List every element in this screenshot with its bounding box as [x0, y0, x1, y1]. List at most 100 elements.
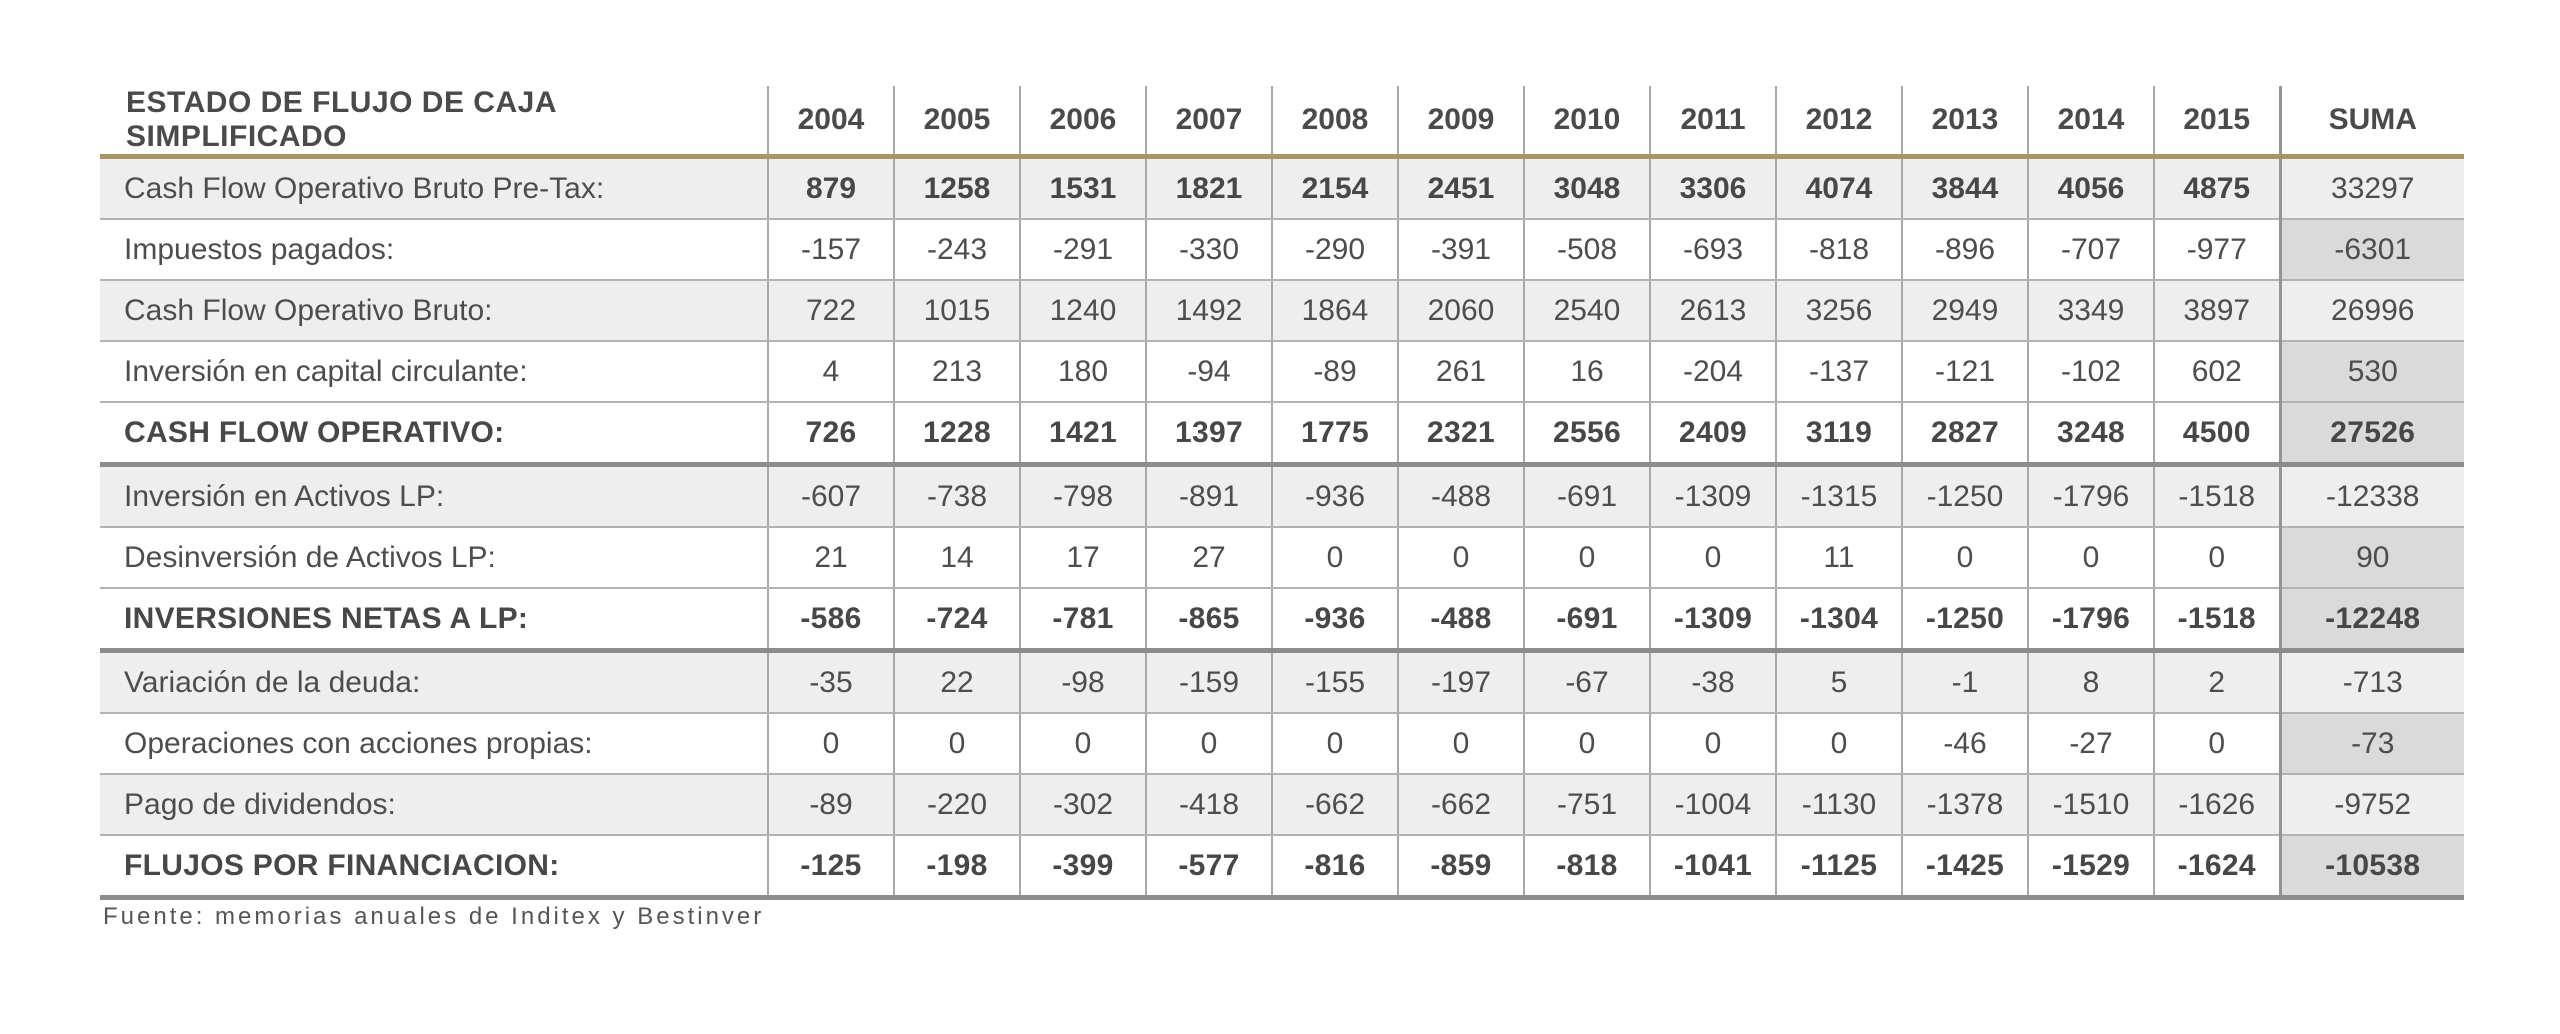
value-cell: 726	[767, 402, 894, 467]
value-cell: 3248	[2027, 402, 2154, 467]
value-cell: -1518	[2153, 588, 2280, 653]
suma-cell: 90	[2278, 527, 2464, 589]
value-cell: 3048	[1523, 156, 1650, 220]
value-cell: -155	[1271, 650, 1398, 714]
table-row: Desinversión de Activos LP: 21 14 17 27 0 0 0 0 1…	[100, 527, 2464, 589]
value-cell: -1425	[1901, 835, 2028, 900]
year-header-cell: 2004	[767, 86, 894, 159]
value-cell: -896	[1901, 219, 2028, 281]
value-cell: -707	[2027, 219, 2154, 281]
value-cell: 2949	[1901, 280, 2028, 342]
row-label-cell: INVERSIONES NETAS A LP:	[100, 588, 768, 653]
value-cell: -691	[1523, 588, 1650, 653]
row-label-cell: Desinversión de Activos LP:	[100, 527, 768, 589]
value-cell: -818	[1523, 835, 1650, 900]
value-cell: 2540	[1523, 280, 1650, 342]
value-cell: -1130	[1775, 774, 1902, 836]
value-cell: -1004	[1649, 774, 1776, 836]
row-label-cell: Operaciones con acciones propias:	[100, 713, 768, 775]
table-body: Cash Flow Operativo Bruto Pre-Tax: 879 125…	[100, 156, 2464, 900]
value-cell: -936	[1271, 588, 1398, 653]
value-cell: -98	[1019, 650, 1146, 714]
year-header-cell: 2008	[1271, 86, 1398, 159]
table-header: ESTADO DE FLUJO DE CAJA SIMPLIFICADO 2004…	[100, 86, 2464, 159]
value-cell: 17	[1019, 527, 1146, 589]
value-cell: 14	[893, 527, 1020, 589]
value-cell: 0	[2027, 527, 2154, 589]
value-cell: 3306	[1649, 156, 1776, 220]
year-header-cell: 2010	[1523, 86, 1650, 159]
value-cell: 2060	[1397, 280, 1524, 342]
source-note: Fuente: memorias anuales de Inditex y Be…	[103, 903, 765, 930]
value-cell: -125	[767, 835, 894, 900]
value-cell: -391	[1397, 219, 1524, 281]
value-cell: -724	[893, 588, 1020, 653]
value-cell: 2827	[1901, 402, 2028, 467]
value-cell: -1304	[1775, 588, 1902, 653]
value-cell: -586	[767, 588, 894, 653]
value-cell: 1240	[1019, 280, 1146, 342]
year-header-cell: 2011	[1649, 86, 1776, 159]
table-row: CASH FLOW OPERATIVO: 726 1228 1421 1397 1775 2…	[100, 402, 2464, 467]
value-cell: -399	[1019, 835, 1146, 900]
value-cell: 879	[767, 156, 894, 220]
value-cell: 1015	[893, 280, 1020, 342]
value-cell: 722	[767, 280, 894, 342]
suma-cell: 26996	[2278, 280, 2464, 342]
suma-cell: 33297	[2278, 156, 2464, 220]
suma-cell: -9752	[2278, 774, 2464, 836]
year-header-cell: 2009	[1397, 86, 1524, 159]
value-cell: 3897	[2153, 280, 2280, 342]
value-cell: 1531	[1019, 156, 1146, 220]
value-cell: -816	[1271, 835, 1398, 900]
header-row: ESTADO DE FLUJO DE CAJA SIMPLIFICADO 2004…	[100, 86, 2464, 159]
value-cell: -781	[1019, 588, 1146, 653]
value-cell: -102	[2027, 341, 2154, 403]
value-cell: -1309	[1649, 464, 1776, 528]
value-cell: -27	[2027, 713, 2154, 775]
row-label-cell: Pago de dividendos:	[100, 774, 768, 836]
value-cell: 0	[2153, 713, 2280, 775]
value-cell: -751	[1523, 774, 1650, 836]
value-cell: 22	[893, 650, 1020, 714]
value-cell: -488	[1397, 464, 1524, 528]
value-cell: 27	[1145, 527, 1272, 589]
value-cell: 3119	[1775, 402, 1902, 467]
suma-cell: -12338	[2278, 464, 2464, 528]
value-cell: 3256	[1775, 280, 1902, 342]
suma-cell: -73	[2278, 713, 2464, 775]
value-cell: 21	[767, 527, 894, 589]
value-cell: 2613	[1649, 280, 1776, 342]
row-label-cell: Cash Flow Operativo Bruto:	[100, 280, 768, 342]
suma-cell: -12248	[2278, 588, 2464, 653]
value-cell: -662	[1397, 774, 1524, 836]
value-cell: -1250	[1901, 588, 2028, 653]
value-cell: 2154	[1271, 156, 1398, 220]
table-row: Variación de la deuda: -35 22 -98 -159 -155 -1…	[100, 650, 2464, 714]
row-label-cell: Variación de la deuda:	[100, 650, 768, 714]
value-cell: 0	[2153, 527, 2280, 589]
value-cell: 4056	[2027, 156, 2154, 220]
value-cell: -662	[1271, 774, 1398, 836]
value-cell: -197	[1397, 650, 1524, 714]
value-cell: -859	[1397, 835, 1524, 900]
cash-flow-table: ESTADO DE FLUJO DE CAJA SIMPLIFICADO 2004…	[100, 86, 2464, 900]
suma-cell: 27526	[2278, 402, 2464, 467]
value-cell: -220	[893, 774, 1020, 836]
suma-cell: -6301	[2278, 219, 2464, 281]
value-cell: 5	[1775, 650, 1902, 714]
value-cell: 0	[1271, 713, 1398, 775]
table-row: Inversión en capital circulante: 4 213 180-…	[100, 341, 2464, 403]
value-cell: 0	[893, 713, 1020, 775]
value-cell: -67	[1523, 650, 1650, 714]
value-cell: -1796	[2027, 588, 2154, 653]
value-cell: -1309	[1649, 588, 1776, 653]
value-cell: -157	[767, 219, 894, 281]
value-cell: -198	[893, 835, 1020, 900]
row-label-cell: FLUJOS POR FINANCIACION:	[100, 835, 768, 900]
value-cell: -977	[2153, 219, 2280, 281]
table-row: Cash Flow Operativo Bruto: 722 1015 1240 149…	[100, 280, 2464, 342]
value-cell: 0	[1523, 713, 1650, 775]
value-cell: 0	[1901, 527, 2028, 589]
value-cell: -1510	[2027, 774, 2154, 836]
